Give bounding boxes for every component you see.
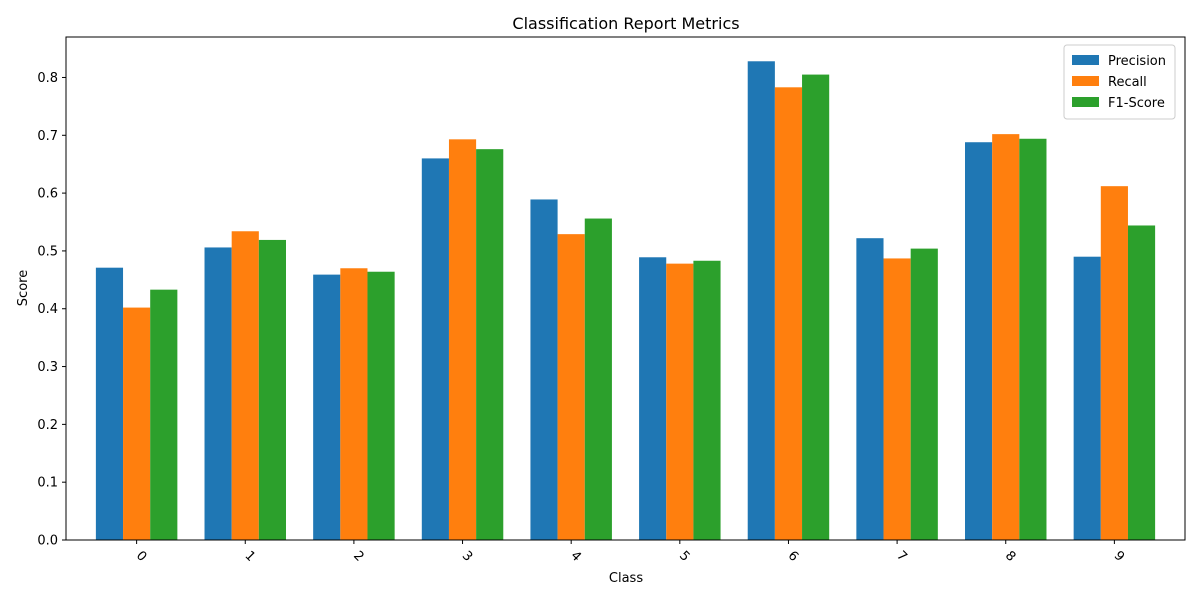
bar-precision-class-5 bbox=[639, 257, 667, 540]
bar-recall-class-8 bbox=[992, 134, 1020, 540]
legend: Precision Recall F1-Score bbox=[1063, 44, 1176, 120]
x-tick-label: 8 bbox=[1002, 548, 1018, 564]
legend-label-f1-score: F1-Score bbox=[1108, 96, 1165, 111]
y-tick-label: 0.4 bbox=[37, 302, 58, 317]
axes-layer: 0.0 0.1 0.2 0.3 0.4 0.5 0.6 0.7 0.8 0 1 2 3 4 5 6 7 8 9 bbox=[37, 36, 1186, 565]
x-tick-label: 0 bbox=[133, 548, 149, 564]
y-tick-label: 0.1 bbox=[37, 476, 58, 491]
y-tick-label: 0.2 bbox=[37, 418, 58, 433]
chart-title: Classification Report Metrics bbox=[512, 14, 739, 33]
bar-f1-score-class-8 bbox=[1019, 138, 1047, 540]
y-tick-label: 0.0 bbox=[37, 534, 58, 549]
x-tick-label: 7 bbox=[893, 548, 909, 564]
bar-precision-class-9 bbox=[1073, 256, 1101, 540]
x-tick-label: 2 bbox=[350, 548, 366, 564]
legend-label-recall: Recall bbox=[1108, 75, 1147, 90]
x-tick-label: 3 bbox=[459, 548, 475, 564]
y-tick-label: 0.3 bbox=[37, 360, 58, 375]
y-tick-label: 0.6 bbox=[37, 187, 58, 202]
bar-f1-score-class-1 bbox=[258, 239, 286, 540]
x-tick-label: 5 bbox=[676, 548, 692, 564]
x-tick-label: 6 bbox=[785, 548, 801, 564]
bar-precision-class-2 bbox=[313, 274, 341, 540]
bar-precision-class-6 bbox=[747, 61, 775, 540]
bar-f1-score-class-6 bbox=[802, 74, 830, 540]
x-tick-label: 4 bbox=[567, 548, 583, 564]
bar-f1-score-class-0 bbox=[150, 289, 178, 540]
x-tick-label: 1 bbox=[242, 548, 258, 564]
x-tick-label: 9 bbox=[1111, 548, 1127, 564]
bar-recall-class-7 bbox=[883, 258, 911, 540]
plot-frame bbox=[65, 36, 1186, 541]
y-tick-label: 0.7 bbox=[37, 129, 58, 144]
bar-recall-class-0 bbox=[123, 307, 151, 540]
legend-label-precision: Precision bbox=[1108, 54, 1166, 69]
bar-precision-class-3 bbox=[421, 158, 449, 540]
bar-recall-class-5 bbox=[666, 263, 694, 540]
bar-f1-score-class-3 bbox=[476, 149, 504, 540]
y-axis-label: Score bbox=[16, 270, 31, 306]
bar-f1-score-class-5 bbox=[693, 260, 721, 540]
bar-f1-score-class-9 bbox=[1127, 225, 1156, 541]
bar-f1-score-class-2 bbox=[367, 271, 395, 540]
x-axis-label: Class bbox=[609, 571, 643, 586]
bar-precision-class-8 bbox=[965, 142, 993, 541]
bar-f1-score-class-4 bbox=[584, 218, 612, 541]
bar-recall-class-3 bbox=[448, 139, 477, 540]
bar-f1-score-class-7 bbox=[910, 248, 938, 541]
bar-recall-class-4 bbox=[557, 234, 585, 540]
legend-swatch-precision bbox=[1072, 55, 1099, 65]
bar-recall-class-9 bbox=[1100, 186, 1128, 541]
legend-swatch-f1-score bbox=[1072, 97, 1099, 107]
bar-precision-class-4 bbox=[530, 199, 558, 540]
bar-recall-class-6 bbox=[774, 87, 803, 541]
bar-precision-class-1 bbox=[204, 247, 232, 540]
bar-precision-class-0 bbox=[95, 267, 124, 540]
bar-precision-class-7 bbox=[856, 238, 884, 540]
y-tick-label: 0.5 bbox=[37, 244, 58, 259]
bars-layer bbox=[95, 61, 1156, 541]
bar-recall-class-2 bbox=[340, 268, 368, 540]
bar-recall-class-1 bbox=[231, 231, 259, 540]
legend-swatch-recall bbox=[1072, 76, 1099, 86]
y-tick-label: 0.8 bbox=[37, 71, 58, 86]
